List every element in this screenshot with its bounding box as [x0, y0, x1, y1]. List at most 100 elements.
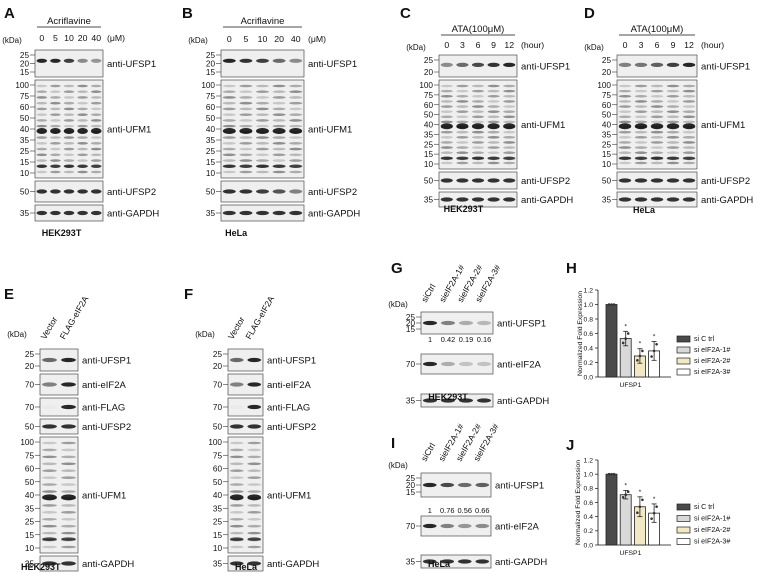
- protein-band: [634, 178, 648, 183]
- smear-band: [634, 151, 648, 155]
- protein-band: [422, 482, 437, 488]
- protein-band: [475, 559, 490, 564]
- blot-flag: anti-FLAG 70: [213, 397, 310, 417]
- marker-label: 25: [25, 518, 35, 527]
- marker-label: 10: [25, 544, 35, 553]
- smear-band: [222, 153, 236, 157]
- protein-band: [36, 58, 48, 63]
- smear-band: [272, 136, 286, 139]
- protein-band: [422, 398, 438, 403]
- lane-label: 3: [639, 40, 644, 50]
- kda-label: (kDa): [2, 36, 22, 45]
- marker-label: 70: [25, 381, 35, 390]
- smear-band: [440, 151, 453, 155]
- smear-band: [650, 151, 664, 155]
- smear-band: [618, 94, 632, 98]
- marker-label: 35: [20, 136, 30, 145]
- smear-band: [456, 115, 469, 119]
- replicate-point: [650, 517, 653, 520]
- smear-band: [272, 159, 286, 162]
- blot-ufsp1: anti-UFSP1 25 20: [25, 348, 131, 372]
- smear-band: [77, 107, 88, 111]
- antibody-label: anti-FLAG: [82, 403, 125, 414]
- marker-label: 25: [602, 140, 612, 149]
- marker-label: 100: [20, 438, 34, 447]
- smear-band: [440, 100, 453, 103]
- protein-band: [634, 197, 648, 202]
- lane-label: 5: [53, 33, 58, 43]
- protein-band: [42, 405, 57, 409]
- antibody-label: anti-eIF2A: [497, 360, 541, 371]
- cell-line-label: HEK293T: [21, 562, 61, 572]
- free-ufm1-band: [256, 164, 269, 168]
- smear-band: [229, 441, 244, 445]
- replicate-point: [610, 303, 613, 306]
- protein-band: [422, 559, 437, 564]
- protein-band: [63, 210, 75, 216]
- smear-band: [650, 146, 664, 149]
- smear-band: [503, 141, 516, 144]
- cell-line-label: HEK293T: [444, 204, 484, 214]
- replicate-point: [612, 303, 616, 306]
- panel-label: H: [566, 260, 577, 277]
- marker-label: 60: [206, 103, 216, 112]
- marker-label: 25: [20, 51, 30, 60]
- blot-gapdh: anti-GAPDH 35: [406, 393, 549, 408]
- antibody-label: anti-UFM1: [267, 491, 311, 502]
- bar: [605, 304, 618, 378]
- protein-band: [61, 404, 76, 410]
- smear-band: [77, 136, 88, 139]
- smear-band: [229, 469, 244, 473]
- lane-label: 6: [476, 40, 481, 50]
- protein-band: [61, 357, 76, 363]
- smear-band: [229, 531, 244, 535]
- marker-label: 35: [25, 504, 35, 513]
- marker-label: 10: [424, 160, 434, 169]
- smear-band: [36, 153, 48, 157]
- significance-mark: *: [624, 323, 627, 330]
- smear-band: [42, 448, 57, 452]
- marker-label: 25: [25, 350, 35, 359]
- smear-band: [272, 170, 286, 174]
- free-ufm1-band: [471, 156, 485, 161]
- y-tick-label: 0.4: [584, 345, 594, 352]
- blot-flag: anti-FLAG 70: [25, 397, 125, 417]
- protein-band: [503, 178, 516, 183]
- smear-band: [650, 161, 664, 165]
- protein-band: [239, 189, 253, 194]
- smear-band: [487, 120, 500, 124]
- blot-frame: [220, 49, 305, 78]
- antibody-label: anti-GAPDH: [82, 559, 134, 570]
- smear-band: [503, 110, 516, 113]
- smear-band: [618, 120, 632, 124]
- smear-band: [239, 84, 253, 88]
- marker-label: 40: [424, 121, 434, 130]
- significance-mark: *: [639, 341, 642, 348]
- antibody-label: anti-UFM1: [107, 125, 151, 136]
- legend-label: si eIF2A-1#: [694, 346, 730, 354]
- marker-label: 15: [406, 488, 416, 497]
- smear-band: [90, 101, 102, 105]
- blot-gapdh: anti-GAPDH 35: [602, 191, 753, 208]
- smear-band: [229, 545, 244, 549]
- panel-c: C ATA(100μM)0 3 6 9 12 (hour) (kDa) anti-UFSP1 25…: [400, 5, 573, 214]
- smear-band: [503, 136, 516, 139]
- smear-band: [618, 130, 632, 134]
- smear-band: [247, 462, 262, 466]
- antibody-label: anti-UFSP2: [107, 187, 156, 198]
- protein-band: [229, 561, 244, 566]
- smear-band: [90, 159, 102, 162]
- smear-band: [256, 96, 269, 99]
- free-ufm1-band: [239, 164, 253, 168]
- marker-label: 35: [424, 130, 434, 139]
- marker-label: 25: [602, 56, 612, 65]
- protein-band: [471, 197, 485, 202]
- smear-band: [634, 105, 648, 108]
- smear-band: [50, 84, 61, 88]
- smear-band: [61, 524, 76, 528]
- protein-band: [247, 424, 262, 429]
- smear-band: [682, 105, 696, 108]
- panel-b: B Acriflavine 0 5 10 20 40 (μM) (kDa) anti-UFSP1 2…: [182, 5, 360, 238]
